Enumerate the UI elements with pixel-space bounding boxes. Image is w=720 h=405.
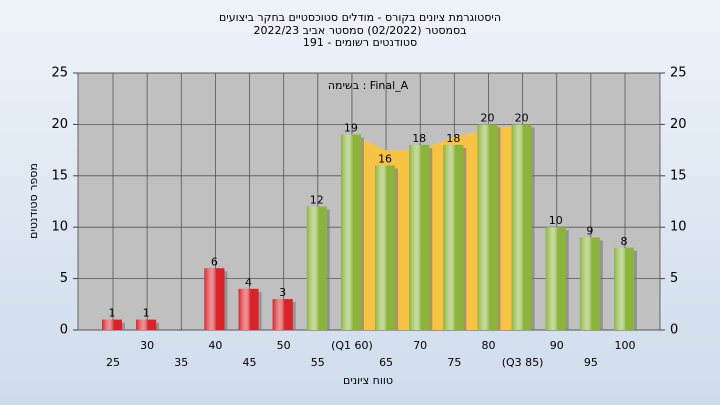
x-tick-label: 25 — [106, 356, 120, 369]
y2-tick-label: 5 — [670, 271, 678, 286]
x-tick-label: 100 — [615, 339, 636, 352]
y-tick-label: 15 — [51, 168, 68, 183]
bar-shine — [306, 206, 327, 330]
x-tick-label: 40 — [208, 339, 222, 352]
annotation: בשימה : Final_A — [328, 79, 409, 92]
value-label: 12 — [310, 194, 324, 207]
y2-tick-label: 0 — [670, 323, 678, 338]
value-label: 16 — [378, 153, 392, 166]
bar-shine — [238, 288, 259, 330]
x-tick-label: 65 — [379, 356, 393, 369]
x-tick-label: 35 — [174, 356, 188, 369]
x-axis-label: טווח ציונים — [343, 374, 393, 387]
bar-shine — [340, 134, 361, 330]
bar-shine — [102, 319, 122, 330]
y-tick-label: 20 — [51, 117, 68, 132]
y2-tick-label: 15 — [670, 168, 687, 183]
bar-shine — [375, 165, 396, 330]
value-label: 20 — [515, 111, 529, 124]
bar-shine — [204, 268, 225, 330]
value-label: 8 — [621, 235, 628, 248]
bar-shine — [511, 124, 532, 331]
value-label: 18 — [412, 132, 426, 145]
y-tick-label: 25 — [51, 66, 68, 81]
value-label: 3 — [279, 286, 286, 299]
value-label: 20 — [480, 111, 494, 124]
bar-shine — [614, 247, 634, 330]
value-label: 4 — [245, 276, 252, 289]
bar-shine — [136, 319, 157, 330]
x-tick-label: 45 — [243, 356, 257, 369]
y-tick-label: 5 — [60, 271, 68, 286]
y-tick-label: 10 — [51, 220, 68, 235]
x-tick-label: 70 — [413, 339, 427, 352]
x-tick-label: (Q1 60) — [331, 339, 373, 352]
bar-shine — [477, 124, 498, 331]
x-tick-label: 90 — [550, 339, 564, 352]
value-label: 1 — [109, 307, 116, 320]
y2-tick-label: 20 — [670, 117, 687, 132]
x-tick-label: 55 — [311, 356, 325, 369]
y2-tick-label: 10 — [670, 220, 687, 235]
value-label: 19 — [344, 122, 358, 135]
x-tick-label: 50 — [277, 339, 291, 352]
y2-tick-label: 25 — [670, 66, 687, 81]
x-tick-label: (Q3 85) — [502, 356, 544, 369]
chart-subtitle: בסמסטר (02/2022) סמסטר אביב 2022/23 — [253, 24, 466, 37]
bar-shine — [272, 299, 293, 330]
value-label: 18 — [446, 132, 460, 145]
bar-shine — [409, 144, 430, 330]
y-tick-label: 0 — [60, 323, 68, 338]
value-label: 1 — [143, 307, 150, 320]
bar-shine — [545, 227, 566, 330]
chart-subtitle: סטודנטים רשומים - 191 — [303, 36, 417, 49]
bar-shine — [579, 237, 600, 330]
x-tick-label: 30 — [140, 339, 154, 352]
x-tick-label: 80 — [481, 339, 495, 352]
value-label: 9 — [586, 224, 593, 237]
chart-title: היסטוגרמת ציונים בקורס - מודלים סטוכסטיי… — [219, 11, 501, 24]
x-tick-label: 75 — [447, 356, 461, 369]
x-tick-label: 95 — [584, 356, 598, 369]
value-label: 6 — [211, 255, 218, 268]
value-label: 10 — [549, 214, 563, 227]
bar-shine — [443, 144, 464, 330]
y-axis-label: מספר סטודנטים — [27, 163, 40, 239]
